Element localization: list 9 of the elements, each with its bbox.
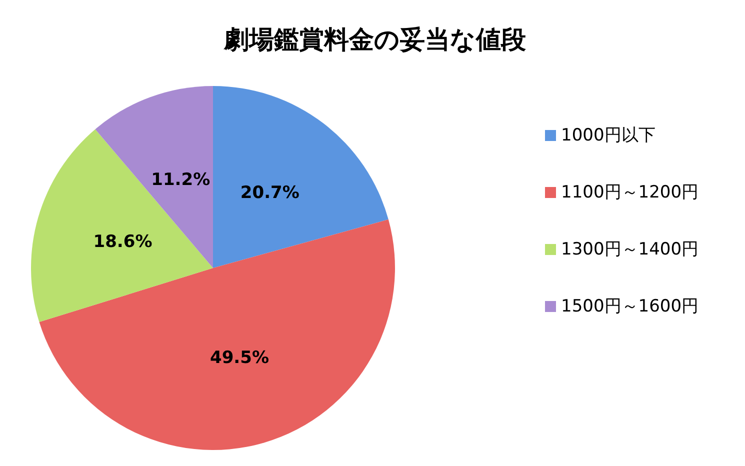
data-label: 18.6% bbox=[93, 232, 152, 252]
data-label: 11.2% bbox=[151, 170, 210, 190]
legend-label: 1100円～1200円 bbox=[561, 182, 699, 202]
data-label: 20.7% bbox=[240, 183, 300, 204]
legend-label: 1500円～1600円 bbox=[561, 296, 699, 316]
legend-label: 1300円～1400円 bbox=[561, 240, 699, 260]
chart-title: 劇場鑑賞料金の妥当な値段 bbox=[223, 25, 527, 54]
legend-label: 1000円以下 bbox=[561, 126, 656, 146]
data-label: 49.5% bbox=[210, 348, 269, 368]
